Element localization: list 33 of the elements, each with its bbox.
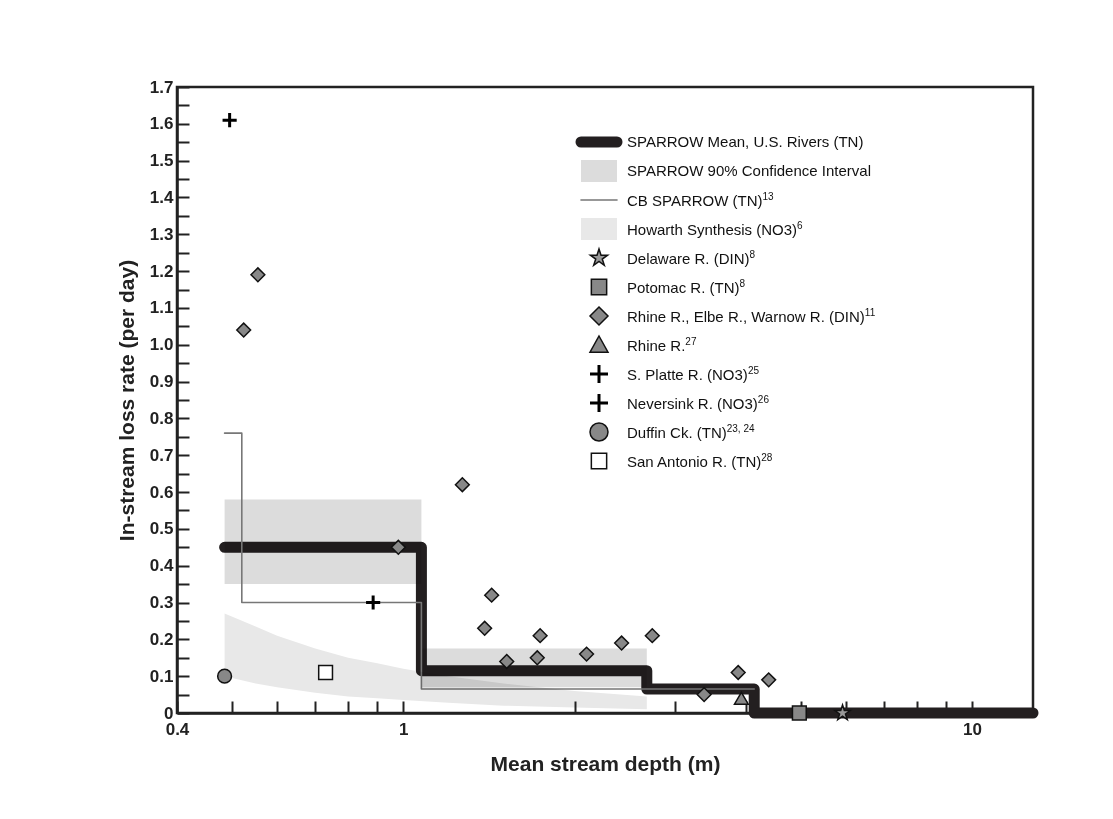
- y-tick-label: 1.7: [149, 77, 174, 97]
- x-tick-label: 10: [963, 719, 982, 739]
- legend-label: Delaware R. (DIN)$^{8}$: [627, 248, 756, 267]
- legend-label: Howarth Synthesis (NO3)$^{6}$: [627, 219, 803, 238]
- y-tick-label: 1.3: [149, 224, 174, 244]
- y-tick-label: 0.5: [149, 519, 174, 539]
- y-tick-label: 0.7: [149, 445, 174, 465]
- y-tick-label: 1.1: [149, 298, 174, 318]
- legend-label: Rhine R., Elbe R., Warnow R. (DIN)$^{11}$: [627, 306, 876, 325]
- y-tick-label: 1.4: [149, 187, 175, 207]
- y-tick-label: 1.0: [149, 335, 174, 355]
- legend-label: SPARROW 90% Confidence Interval: [627, 162, 871, 179]
- y-tick-label: 1.5: [149, 151, 174, 171]
- legend-label: CB SPARROW (TN)$^{13}$: [627, 190, 774, 209]
- y-tick-label: 1.2: [149, 261, 174, 281]
- y-tick-label: 0.3: [149, 593, 174, 613]
- y-tick-label: 1.6: [149, 114, 174, 134]
- legend-label: Duffin Ck. (TN)$^{23, 24}$: [627, 422, 755, 441]
- x-tick-label: 1: [399, 719, 409, 739]
- y-tick-label: 0.6: [149, 482, 174, 502]
- y-tick-label: 0.8: [149, 408, 174, 428]
- legend-label: S. Platte R. (NO3)$^{25}$: [627, 364, 759, 383]
- legend-label: Potomac R. (TN)$^{8}$: [627, 277, 746, 296]
- y-axis-title: In-stream loss rate (per day): [114, 259, 138, 542]
- y-tick-label: 0.9: [149, 372, 174, 392]
- y-tick-label: 0.4: [149, 556, 175, 576]
- x-axis-title: Mean stream depth (m): [490, 751, 721, 775]
- y-tick-label: 0.2: [149, 629, 174, 649]
- y-tick-label: 0.1: [149, 666, 174, 686]
- legend-label: Neversink R. (NO3)$^{26}$: [627, 393, 769, 412]
- legend-label: SPARROW Mean, U.S. Rivers (TN): [627, 133, 864, 150]
- legend-label: San Antonio R. (TN)$^{28}$: [627, 451, 773, 470]
- legend-label: Rhine R.$^{27}$: [627, 335, 697, 354]
